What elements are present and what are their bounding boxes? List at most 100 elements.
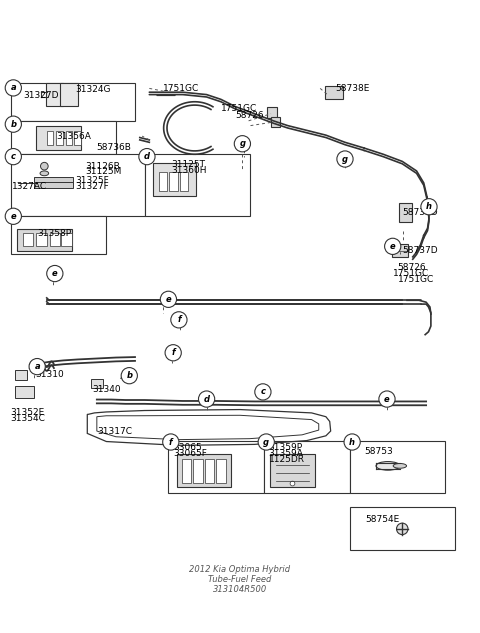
Circle shape	[5, 208, 22, 224]
Circle shape	[47, 265, 63, 282]
Bar	[15, 385, 34, 398]
Text: b: b	[10, 120, 16, 128]
Text: 1751GC: 1751GC	[163, 84, 199, 93]
Text: a: a	[11, 84, 16, 92]
Text: 1125DR: 1125DR	[269, 454, 305, 464]
Circle shape	[29, 358, 45, 375]
Circle shape	[258, 434, 275, 450]
Circle shape	[40, 162, 48, 170]
Circle shape	[234, 135, 251, 152]
Text: f: f	[171, 348, 175, 357]
Circle shape	[5, 149, 22, 165]
Circle shape	[384, 238, 401, 254]
Text: e: e	[390, 242, 396, 251]
Text: 58726: 58726	[235, 111, 264, 120]
Text: 58736B: 58736B	[96, 143, 131, 152]
Bar	[91, 380, 103, 388]
Circle shape	[5, 80, 22, 96]
Text: 31324G: 31324G	[75, 85, 111, 94]
Text: c: c	[261, 387, 265, 396]
Bar	[61, 234, 72, 246]
Bar	[36, 234, 47, 246]
Circle shape	[163, 434, 179, 450]
Text: 31327F: 31327F	[75, 182, 109, 191]
FancyBboxPatch shape	[350, 441, 445, 493]
Bar	[23, 234, 34, 246]
Ellipse shape	[393, 463, 407, 468]
FancyBboxPatch shape	[350, 508, 455, 550]
FancyBboxPatch shape	[271, 118, 280, 127]
Text: 1751GC: 1751GC	[393, 268, 429, 278]
FancyBboxPatch shape	[153, 163, 196, 196]
FancyBboxPatch shape	[168, 441, 264, 493]
Text: 31126B: 31126B	[85, 161, 120, 171]
Text: b: b	[126, 371, 132, 380]
Bar	[56, 131, 63, 145]
Bar	[216, 459, 226, 482]
Text: d: d	[204, 394, 210, 404]
Text: 31358P: 31358P	[37, 229, 72, 239]
FancyBboxPatch shape	[11, 216, 107, 254]
Text: e: e	[52, 269, 58, 278]
Text: 2012 Kia Optima Hybrid
Tube-Fuel Feed
313104R500: 2012 Kia Optima Hybrid Tube-Fuel Feed 31…	[190, 565, 290, 594]
Text: 31125M: 31125M	[85, 167, 121, 177]
Text: 31359A: 31359A	[269, 449, 303, 458]
FancyBboxPatch shape	[270, 454, 315, 487]
Circle shape	[396, 523, 408, 535]
Text: c: c	[11, 152, 16, 161]
Circle shape	[421, 199, 437, 215]
Bar	[204, 459, 214, 482]
Text: h: h	[426, 202, 432, 211]
Text: 33065F: 33065F	[173, 449, 207, 458]
Text: 31310: 31310	[36, 370, 64, 379]
FancyBboxPatch shape	[34, 177, 73, 183]
Text: 33065: 33065	[173, 443, 202, 452]
Ellipse shape	[376, 461, 400, 470]
Text: 58754E: 58754E	[365, 515, 399, 524]
Circle shape	[171, 311, 187, 328]
Bar	[169, 172, 178, 191]
Text: e: e	[11, 212, 16, 221]
Circle shape	[255, 384, 271, 400]
Circle shape	[160, 291, 177, 308]
Ellipse shape	[40, 171, 48, 176]
Text: 31317C: 31317C	[97, 427, 132, 437]
Circle shape	[290, 481, 295, 486]
Text: 31325F: 31325F	[75, 177, 109, 185]
FancyBboxPatch shape	[11, 83, 135, 121]
FancyBboxPatch shape	[264, 441, 350, 493]
FancyBboxPatch shape	[392, 244, 408, 257]
FancyBboxPatch shape	[267, 107, 277, 118]
FancyBboxPatch shape	[177, 454, 231, 487]
Text: 31360H: 31360H	[171, 166, 206, 175]
Text: h: h	[349, 437, 355, 446]
FancyBboxPatch shape	[34, 182, 73, 188]
Bar	[47, 131, 53, 145]
Text: g: g	[240, 139, 245, 148]
FancyBboxPatch shape	[144, 154, 250, 216]
Text: g: g	[263, 437, 269, 446]
Text: 58737D: 58737D	[402, 246, 438, 255]
Text: 1751GC: 1751GC	[221, 104, 257, 113]
Text: 58735D: 58735D	[402, 208, 438, 217]
Text: 31354C: 31354C	[10, 413, 45, 423]
Circle shape	[337, 151, 353, 167]
Circle shape	[5, 116, 22, 132]
Text: 1751GC: 1751GC	[397, 275, 434, 284]
Circle shape	[121, 368, 137, 384]
Text: 31356A: 31356A	[56, 132, 91, 141]
Bar	[15, 370, 27, 380]
Text: 31327D: 31327D	[23, 91, 59, 100]
Bar	[180, 172, 189, 191]
Bar	[74, 131, 81, 145]
FancyBboxPatch shape	[60, 83, 78, 106]
Text: e: e	[166, 295, 171, 304]
Text: 31340: 31340	[92, 384, 120, 394]
Text: 31359P: 31359P	[269, 443, 303, 452]
Text: 58726: 58726	[397, 263, 426, 272]
FancyBboxPatch shape	[46, 83, 63, 106]
Circle shape	[165, 344, 181, 361]
Bar	[193, 459, 203, 482]
Circle shape	[139, 149, 155, 165]
Text: d: d	[144, 152, 150, 161]
